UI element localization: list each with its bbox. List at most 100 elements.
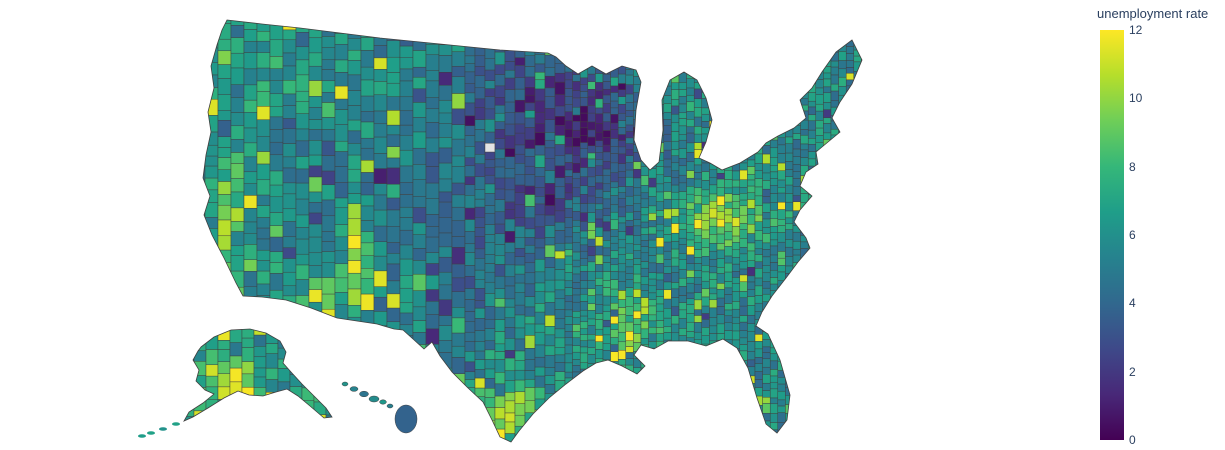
- county-cell[interactable]: [701, 162, 710, 172]
- county-cell[interactable]: [610, 60, 619, 69]
- county-cell[interactable]: [412, 344, 427, 356]
- county-cell[interactable]: [334, 44, 349, 61]
- county-cell[interactable]: [625, 273, 634, 280]
- county-cell[interactable]: [308, 252, 323, 266]
- county-cell[interactable]: [716, 283, 725, 290]
- county-cell[interactable]: [625, 149, 634, 156]
- county-cell[interactable]: [633, 13, 642, 22]
- county-cell[interactable]: [640, 192, 649, 200]
- county-cell[interactable]: [347, 342, 362, 355]
- county-cell[interactable]: [716, 233, 725, 244]
- county-cell[interactable]: [815, 63, 824, 71]
- county-cell[interactable]: [170, 362, 182, 376]
- county-cell[interactable]: [412, 196, 427, 208]
- county-cell[interactable]: [554, 18, 566, 28]
- county-cell[interactable]: [716, 195, 725, 206]
- county-cell[interactable]: [579, 84, 589, 92]
- county-cell[interactable]: [438, 84, 453, 101]
- county-cell[interactable]: [464, 409, 476, 423]
- county-cell[interactable]: [854, 8, 862, 15]
- county-cell[interactable]: [845, 274, 855, 285]
- county-cell[interactable]: [823, 177, 832, 187]
- county-cell[interactable]: [845, 240, 855, 248]
- county-cell[interactable]: [716, 59, 725, 67]
- county-cell[interactable]: [739, 20, 748, 28]
- county-cell[interactable]: [360, 268, 375, 279]
- county-cell[interactable]: [579, 112, 589, 123]
- county-cell[interactable]: [663, 357, 672, 368]
- county-cell[interactable]: [484, 340, 496, 351]
- county-cell[interactable]: [648, 14, 657, 21]
- county-cell[interactable]: [611, 4, 619, 10]
- county-cell[interactable]: [663, 60, 672, 71]
- county-cell[interactable]: [334, 277, 349, 293]
- county-cell[interactable]: [603, 442, 611, 449]
- county-cell[interactable]: [587, 421, 596, 429]
- county-cell[interactable]: [739, 169, 748, 180]
- county-cell[interactable]: [399, 32, 414, 47]
- county-cell[interactable]: [386, 197, 401, 211]
- county-cell[interactable]: [640, 412, 649, 420]
- county-cell[interactable]: [564, 55, 573, 66]
- county-cell[interactable]: [595, 188, 604, 198]
- county-cell[interactable]: [617, 263, 627, 273]
- county-cell[interactable]: [678, 112, 687, 119]
- county-cell[interactable]: [792, 178, 801, 187]
- county-cell[interactable]: [308, 332, 323, 349]
- county-cell[interactable]: [671, 272, 680, 283]
- county-cell[interactable]: [256, 217, 271, 229]
- county-cell[interactable]: [693, 164, 703, 173]
- county-cell[interactable]: [325, 355, 338, 367]
- county-cell[interactable]: [807, 219, 817, 229]
- county-cell[interactable]: [595, 383, 604, 391]
- county-cell[interactable]: [602, 103, 611, 114]
- county-cell[interactable]: [134, 437, 146, 450]
- county-cell[interactable]: [678, 367, 687, 376]
- county-cell[interactable]: [290, 440, 302, 449]
- county-cell[interactable]: [724, 222, 733, 232]
- county-cell[interactable]: [158, 349, 170, 360]
- county-cell[interactable]: [815, 435, 824, 445]
- county-cell[interactable]: [289, 401, 303, 416]
- county-cell[interactable]: [792, 379, 801, 387]
- county-cell[interactable]: [678, 286, 687, 296]
- county-cell[interactable]: [474, 129, 486, 143]
- county-cell[interactable]: [579, 25, 589, 35]
- county-cell[interactable]: [554, 230, 566, 244]
- county-cell[interactable]: [655, 289, 665, 297]
- county-cell[interactable]: [671, 223, 680, 234]
- county-cell[interactable]: [269, 106, 284, 118]
- county-cell[interactable]: [762, 437, 771, 444]
- county-cell[interactable]: [595, 82, 604, 92]
- county-cell[interactable]: [474, 236, 486, 250]
- county-cell[interactable]: [807, 356, 817, 365]
- county-cell[interactable]: [412, 102, 427, 118]
- county-cell[interactable]: [823, 78, 832, 88]
- county-cell[interactable]: [514, 434, 526, 445]
- county-cell[interactable]: [693, 51, 703, 62]
- county-cell[interactable]: [554, 165, 566, 178]
- county-cell[interactable]: [373, 435, 388, 449]
- county-cell[interactable]: [534, 398, 546, 411]
- county-cell[interactable]: [579, 230, 589, 239]
- county-cell[interactable]: [579, 148, 589, 159]
- county-cell[interactable]: [534, 387, 546, 400]
- county-cell[interactable]: [438, 284, 453, 301]
- county-cell[interactable]: [243, 99, 258, 113]
- county-cell[interactable]: [678, 416, 687, 425]
- county-cell[interactable]: [504, 135, 516, 149]
- county-cell[interactable]: [709, 139, 718, 148]
- county-cell[interactable]: [754, 140, 763, 148]
- county-cell[interactable]: [800, 217, 809, 226]
- county-cell[interactable]: [277, 347, 291, 360]
- county-cell[interactable]: [217, 38, 232, 52]
- county-cell[interactable]: [747, 421, 756, 431]
- county-cell[interactable]: [334, 361, 349, 375]
- county-cell[interactable]: [484, 142, 496, 153]
- county-cell[interactable]: [709, 307, 718, 318]
- county-cell[interactable]: [158, 400, 170, 414]
- county-cell[interactable]: [617, 341, 627, 351]
- county-cell[interactable]: [602, 73, 611, 82]
- county-cell[interactable]: [595, 364, 604, 372]
- county-cell[interactable]: [524, 423, 536, 434]
